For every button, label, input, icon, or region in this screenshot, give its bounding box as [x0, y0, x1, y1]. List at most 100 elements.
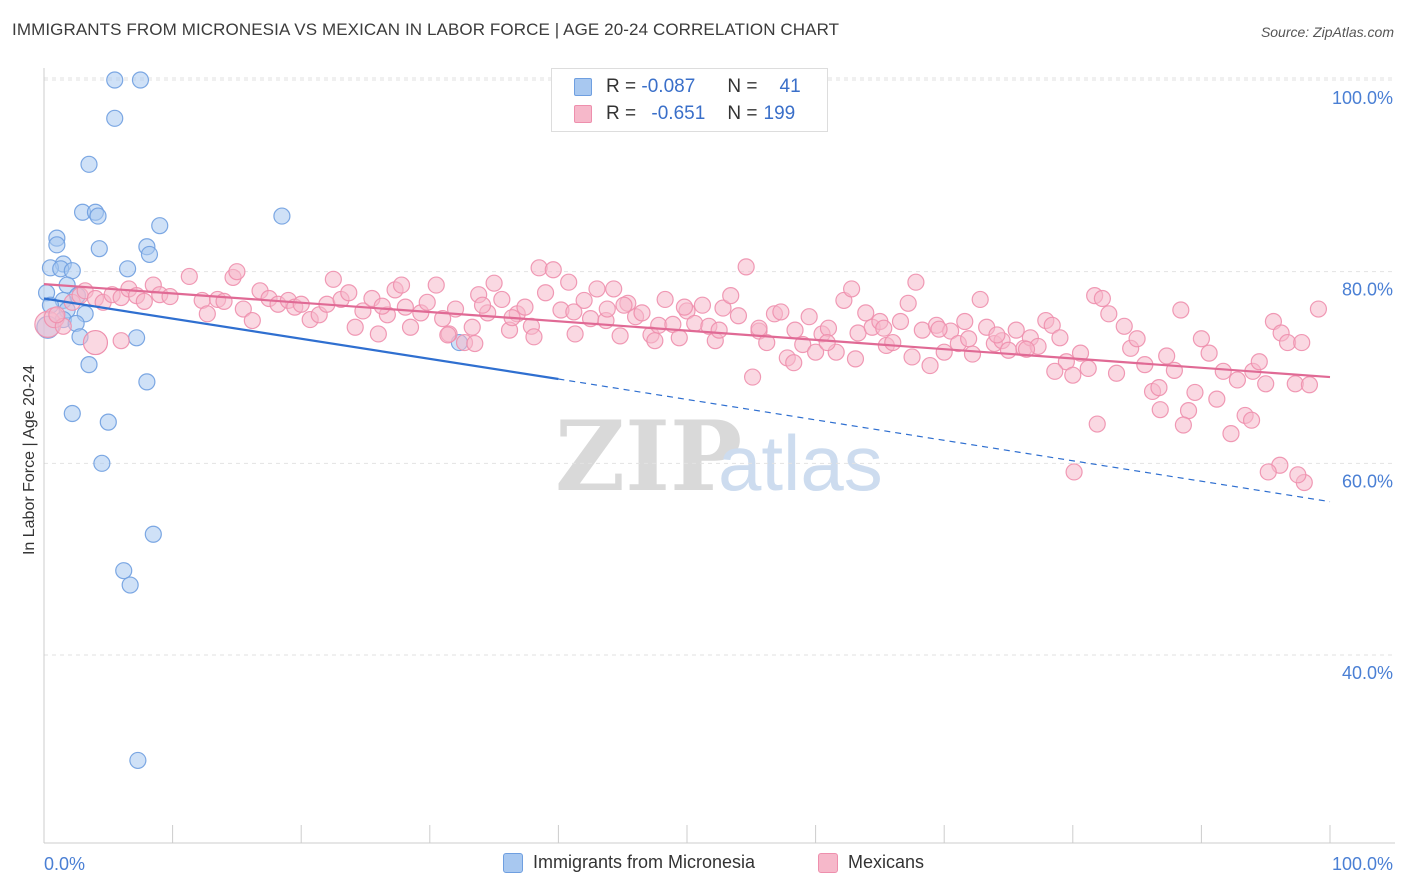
point-mexicans: [675, 298, 694, 316]
legend-row-mexicans: R = -0.651 N = 199: [574, 103, 795, 125]
point-micronesia: [118, 260, 137, 278]
point-mexicans: [615, 296, 633, 314]
bottom-legend-label-micronesia: Immigrants from Micronesia: [533, 852, 756, 872]
point-mexicans: [180, 267, 198, 286]
y-tick-label: 80.0%: [1342, 280, 1393, 300]
point-mexicans: [1065, 463, 1083, 481]
point-mexicans: [401, 318, 420, 336]
point-mexicans: [971, 290, 989, 309]
point-micronesia: [121, 576, 139, 594]
point-mexicans: [373, 297, 391, 315]
point-mexicans: [743, 368, 762, 386]
point-micronesia: [106, 71, 124, 89]
point-mexicans: [598, 300, 616, 318]
bottom-legend-label-mexicans: Mexicans: [848, 852, 925, 872]
point-mexicans: [772, 303, 790, 321]
point-mexicans: [1079, 359, 1097, 378]
point-mexicans: [903, 348, 921, 366]
point-micronesia: [127, 329, 146, 347]
point-mexicans: [1046, 362, 1064, 380]
point-mexicans: [891, 312, 910, 331]
stats-legend: R = -0.087 N = 41 R = -0.651 N = 199: [551, 68, 828, 132]
point-mexicans: [1128, 330, 1146, 348]
point-mexicans: [466, 334, 484, 353]
point-mexicans: [1172, 301, 1190, 319]
point-mexicans: [930, 320, 948, 338]
bottom-legend-swatch-micronesia: [503, 852, 523, 873]
point-mexicans: [999, 341, 1018, 359]
point-mexicans: [324, 270, 342, 288]
point-mexicans: [1309, 300, 1328, 318]
point-mexicans: [340, 284, 358, 302]
point-mexicans: [785, 354, 803, 372]
point-micronesia: [90, 240, 108, 258]
legend-n-value: 199: [763, 103, 796, 124]
legend-n-value: 41: [779, 76, 801, 97]
point-micronesia: [63, 404, 81, 423]
point-mexicans: [806, 343, 825, 361]
point-mexicans: [686, 314, 704, 333]
point-micronesia: [138, 373, 156, 391]
point-mexicans: [907, 273, 925, 291]
point-mexicans: [1179, 402, 1198, 420]
point-mexicans: [794, 335, 812, 354]
point-mexicans: [935, 343, 953, 361]
point-mexicans: [819, 319, 838, 337]
point-mexicans: [161, 287, 179, 306]
point-mexicans: [758, 333, 776, 352]
point-micronesia: [80, 155, 98, 173]
point-mexicans: [1250, 353, 1268, 371]
point-mexicans: [800, 308, 818, 326]
point-micronesia: [151, 217, 169, 235]
point-mexicans: [1158, 347, 1176, 365]
point-mexicans: [846, 350, 865, 368]
legend-swatch-micronesia: [574, 78, 592, 96]
point-mexicans: [750, 319, 768, 337]
point-mexicans: [1115, 317, 1133, 335]
point-mexicans: [525, 328, 543, 346]
point-mexicans: [921, 356, 939, 375]
point-mexicans: [899, 294, 917, 312]
point-mexicans: [565, 303, 583, 321]
x-tick-label: 0.0%: [44, 854, 85, 874]
point-mexicans: [1174, 416, 1192, 434]
point-mexicans: [729, 307, 748, 325]
point-mexicans: [463, 318, 481, 336]
point-mexicans: [82, 329, 109, 356]
point-mexicans: [544, 261, 562, 279]
point-mexicans: [843, 280, 861, 298]
point-mexicans: [228, 263, 246, 281]
point-mexicans: [516, 298, 534, 316]
point-micronesia: [89, 207, 107, 225]
point-mexicans: [234, 300, 252, 318]
point-mexicans: [1007, 321, 1025, 339]
point-mexicans: [396, 298, 414, 316]
legend-r-value: -0.651: [651, 103, 706, 124]
point-mexicans: [292, 295, 310, 313]
watermark-zip: ZIP: [555, 400, 742, 513]
point-mexicans: [1088, 415, 1106, 433]
point-mexicans: [656, 290, 674, 309]
point-mexicans: [485, 274, 503, 292]
point-mexicans: [1186, 383, 1204, 402]
point-micronesia: [106, 109, 124, 127]
point-mexicans: [1289, 466, 1307, 484]
point-micronesia: [140, 245, 159, 264]
point-mexicans: [693, 296, 712, 314]
point-mexicans: [439, 326, 457, 344]
point-mexicans: [1300, 376, 1319, 394]
point-mexicans: [633, 304, 651, 322]
point-mexicans: [1222, 425, 1240, 443]
point-mexicans: [1100, 305, 1118, 323]
point-mexicans: [956, 312, 974, 331]
point-mexicans: [198, 305, 216, 323]
bottom-legend-swatch-mexicans: [818, 852, 838, 873]
point-mexicans: [988, 326, 1006, 344]
point-mexicans: [48, 306, 66, 324]
point-mexicans: [1043, 316, 1061, 334]
bottom-legend-micronesia: Immigrants from Micronesia: [503, 852, 755, 873]
point-mexicans: [1208, 390, 1226, 408]
point-mexicans: [714, 299, 732, 317]
point-mexicans: [135, 292, 153, 310]
